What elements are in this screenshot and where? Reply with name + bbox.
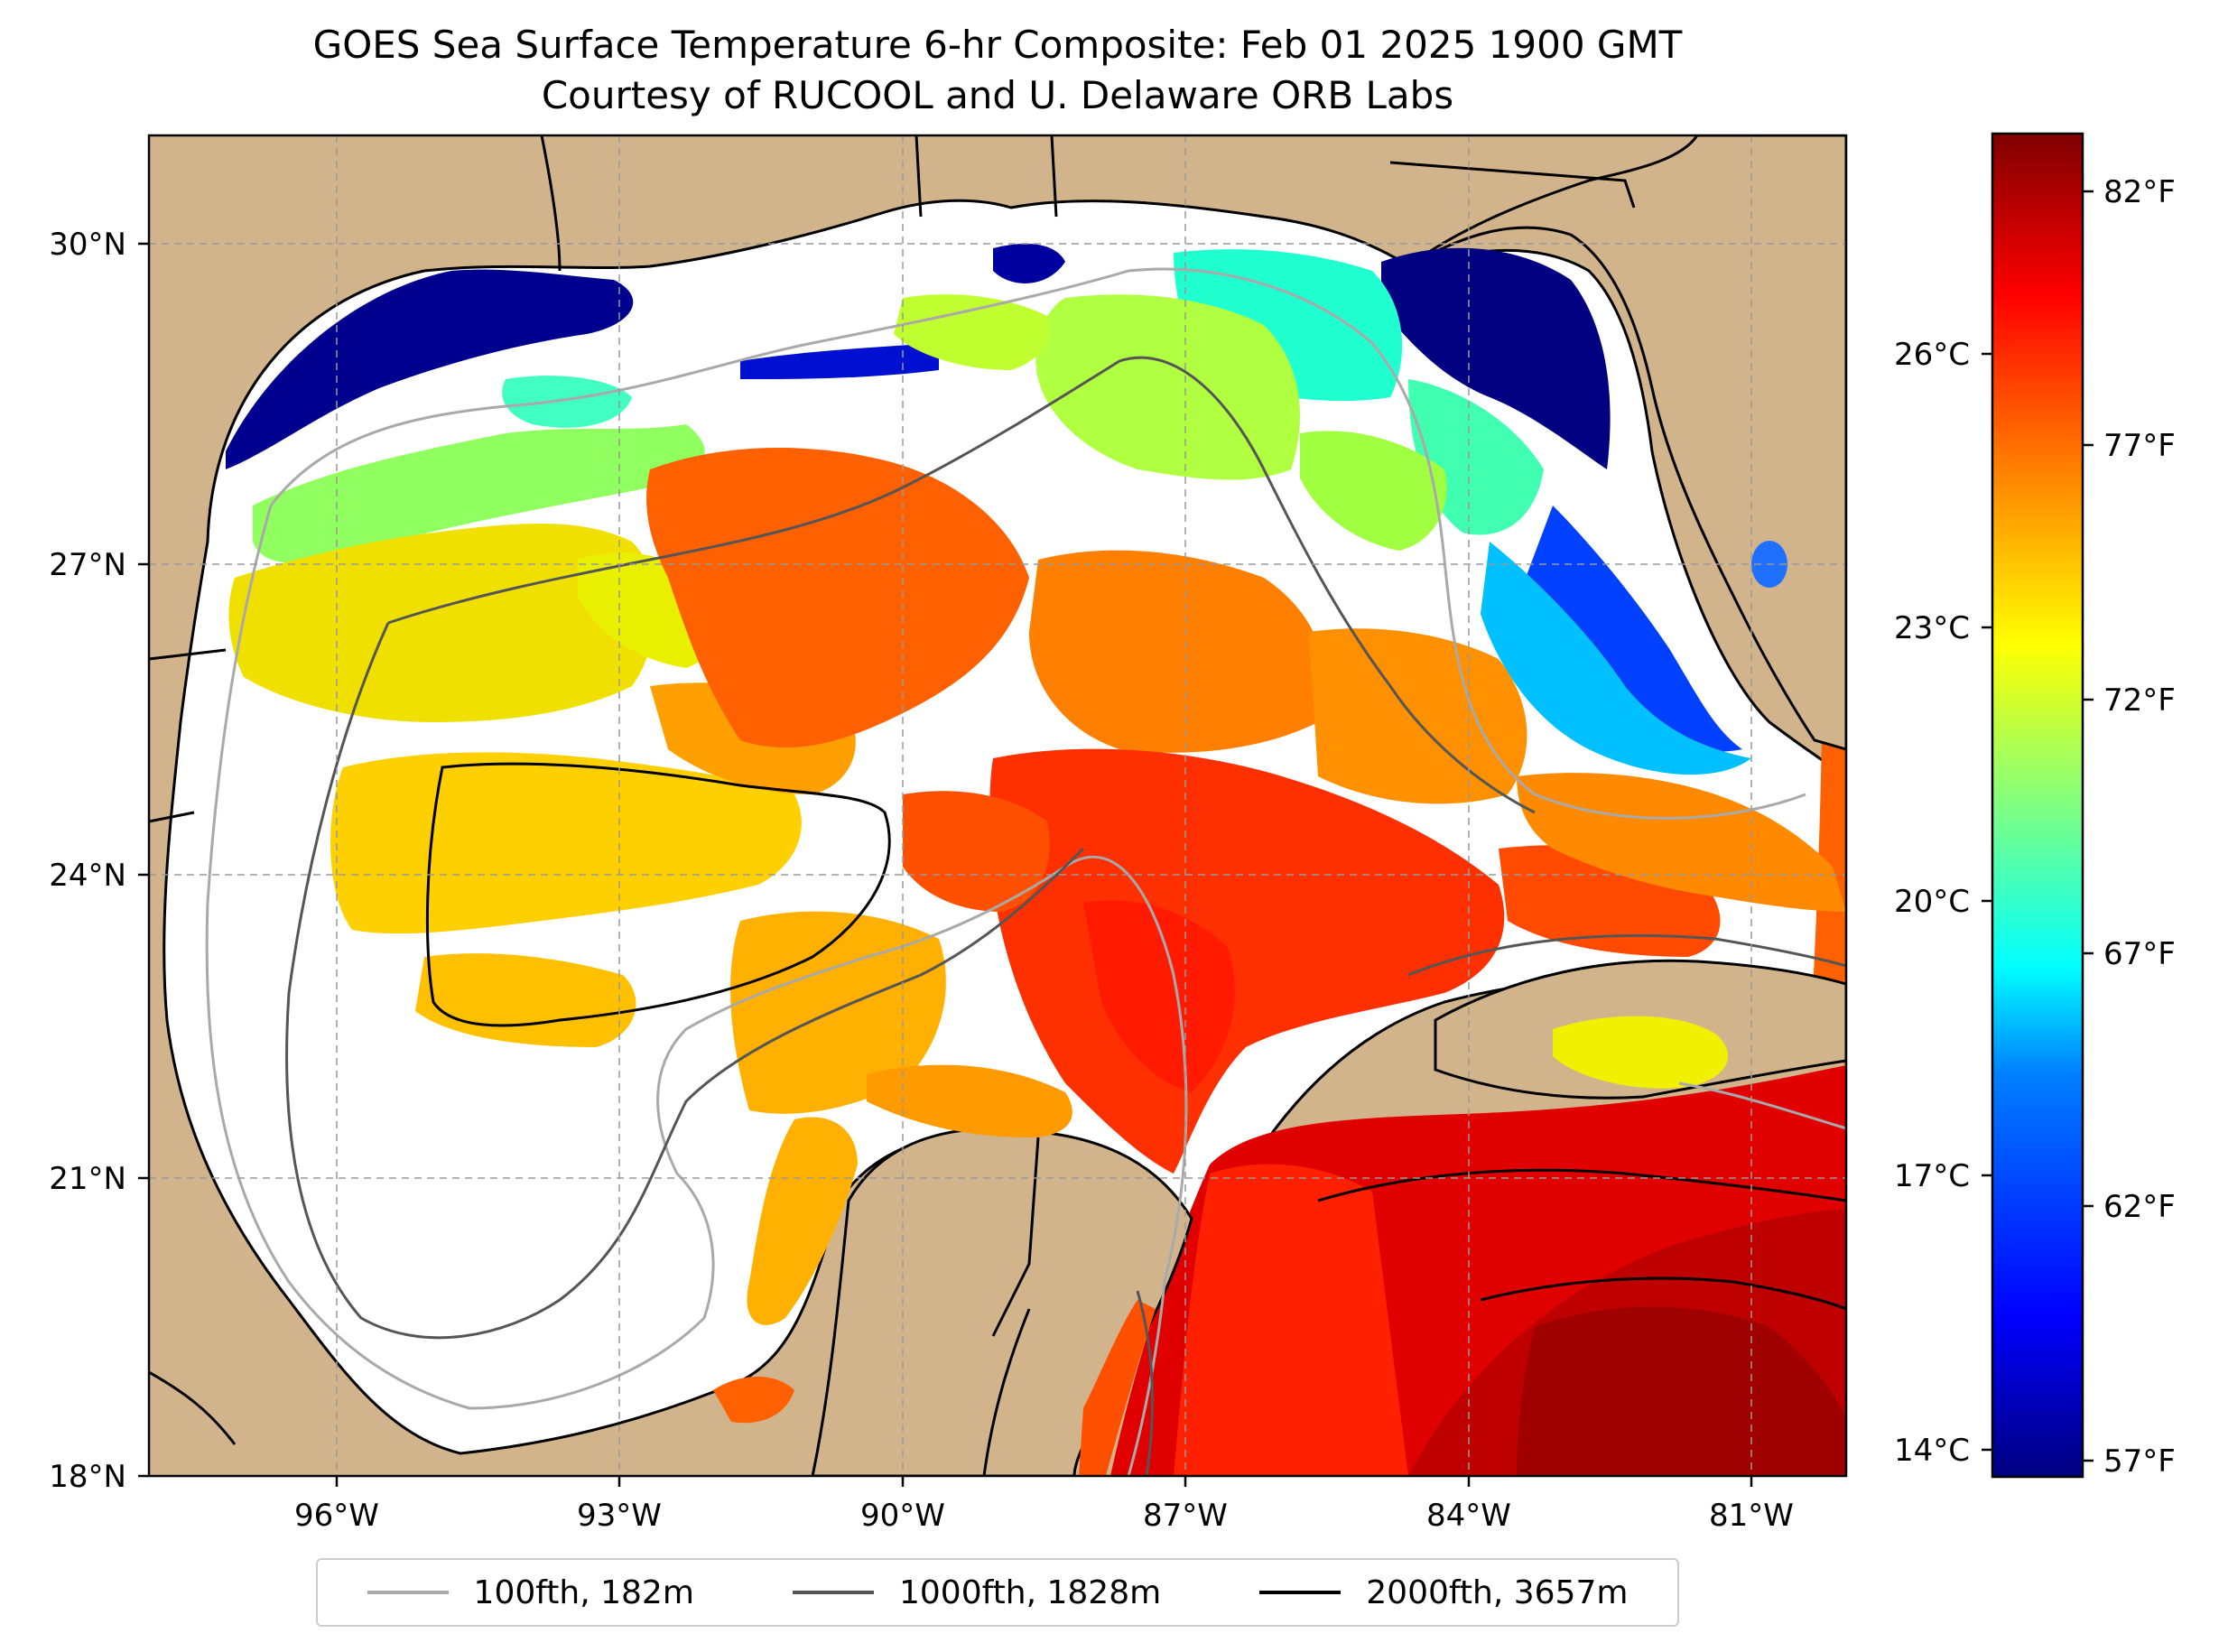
map-frame [147, 134, 1848, 1478]
cbar-label-72f: 72°F [2103, 682, 2176, 719]
legend-label: 2000fth, 3657m [1366, 1573, 1629, 1611]
cbar-label-20c: 20°C [1894, 884, 1970, 920]
cuba-coastal-sst [1553, 1016, 1729, 1089]
map-title: GOES Sea Surface Temperature 6-hr Compos… [312, 23, 1683, 67]
lon-label-90w: 90°W [860, 1498, 945, 1534]
cbar-label-14c: 14°C [1894, 1433, 1970, 1469]
bathymetry-contours [205, 267, 1846, 1476]
legend-swatch [793, 1591, 874, 1594]
lon-label-93w: 93°W [577, 1498, 662, 1534]
lat-label-30n: 30°N [49, 227, 126, 263]
axis-ticks [138, 242, 1753, 1487]
lat-label-21n: 21°N [49, 1161, 126, 1197]
contour-legend: 100fth, 182m 1000fth, 1828m 2000fth, 365… [316, 1558, 1679, 1627]
map-panel [149, 135, 1846, 1476]
colorbar-ticks [1982, 190, 2094, 1462]
borders-layer [149, 135, 1636, 1476]
cbar-label-17c: 17°C [1894, 1158, 1970, 1194]
graticule [149, 135, 1846, 1476]
lon-label-87w: 87°W [1143, 1498, 1228, 1534]
cbar-label-62f: 62°F [2103, 1189, 2176, 1225]
colorbar [1991, 132, 2084, 1479]
legend-item-100fth: 100fth, 182m [367, 1574, 694, 1611]
lon-label-81w: 81°W [1709, 1498, 1794, 1534]
lat-label-27n: 27°N [49, 547, 126, 583]
cbar-label-57f: 57°F [2103, 1443, 2176, 1480]
lon-label-84w: 84°W [1426, 1498, 1511, 1534]
cbar-label-23c: 23°C [1894, 610, 1970, 646]
legend-swatch [1259, 1591, 1342, 1594]
legend-item-2000fth: 2000fth, 3657m [1259, 1574, 1628, 1611]
cbar-label-77f: 77°F [2103, 428, 2176, 464]
legend-item-1000fth: 1000fth, 1828m [793, 1574, 1161, 1611]
cbar-label-67f: 67°F [2103, 936, 2176, 972]
florida-land [1407, 135, 1846, 751]
cbar-label-26c: 26°C [1894, 337, 1970, 373]
legend-swatch [367, 1591, 449, 1594]
sst-data-layer [226, 244, 1846, 1476]
map-subtitle: Courtesy of RUCOOL and U. Delaware ORB L… [541, 73, 1454, 117]
legend-label: 1000fth, 1828m [899, 1573, 1162, 1611]
legend-label: 100fth, 182m [473, 1573, 694, 1611]
yucatan-coastal-sst [1079, 1300, 1156, 1476]
cbar-label-82f: 82°F [2103, 174, 2176, 210]
lat-label-24n: 24°N [49, 858, 126, 894]
lat-label-18n: 18°N [49, 1459, 126, 1495]
lon-label-96w: 96°W [294, 1498, 379, 1534]
